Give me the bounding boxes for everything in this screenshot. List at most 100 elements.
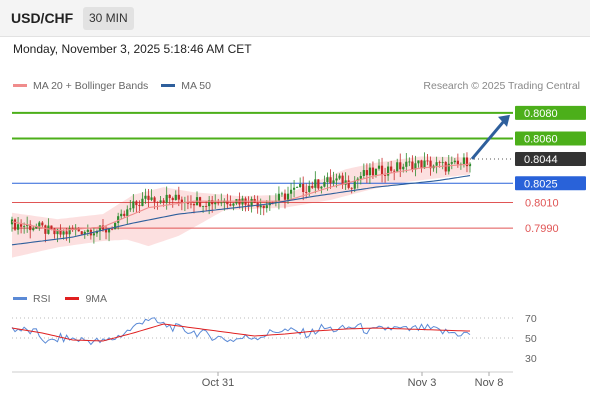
candle-body [286, 193, 290, 200]
candle-body [13, 219, 17, 230]
candle-body [16, 224, 20, 230]
candle-body [217, 202, 220, 204]
rsi-tick-50: 50 [525, 333, 537, 345]
candle-body [38, 222, 41, 227]
candle-body [250, 198, 253, 207]
candle-body [44, 225, 47, 234]
candle-body [396, 162, 399, 172]
candle-body [53, 228, 56, 235]
candle-body [341, 175, 344, 185]
candle-body [450, 162, 453, 164]
candle-body [232, 203, 235, 206]
candle-body [417, 160, 420, 164]
legend-label-ma50: MA 50 [181, 80, 211, 92]
candle-body [280, 193, 284, 195]
candle-body [208, 200, 211, 207]
candle-body [101, 225, 105, 230]
level-label-0.8025: 0.8025 [524, 178, 558, 190]
candle-body [329, 177, 332, 184]
candle-body [201, 205, 205, 207]
candle-body [177, 194, 180, 200]
candle-body [165, 194, 168, 203]
level-label-0.8080: 0.8080 [524, 108, 558, 120]
candle-body [347, 180, 350, 188]
candle-body [159, 200, 162, 203]
candle-body [362, 170, 365, 176]
candle-body [377, 165, 381, 169]
candle-body [126, 209, 129, 216]
candle-body [147, 195, 150, 200]
candle-body [129, 208, 132, 210]
candle-body [465, 157, 469, 167]
candle-body [144, 195, 147, 199]
legend-swatch-ma20 [13, 83, 27, 87]
candle-body [265, 205, 268, 209]
candle-body [332, 180, 335, 184]
candle-body [277, 193, 281, 201]
candle-body [383, 175, 387, 176]
level-tag-0.8080 [515, 105, 586, 120]
legend-label-ma20: MA 20 + Bollinger Bands [33, 80, 149, 92]
candle-body [305, 191, 308, 193]
candle-body [350, 187, 353, 189]
candle-body [26, 224, 29, 227]
candle-body [114, 222, 117, 230]
candle-body [86, 229, 89, 232]
candle-body [429, 160, 432, 169]
candle-body [441, 161, 444, 163]
price-legend: MA 20 + Bollinger Bands MA 50 [13, 80, 221, 92]
candle-body [405, 161, 408, 167]
legend-swatch-9ma [65, 296, 80, 300]
rsi-tick-30: 30 [525, 353, 537, 365]
datetime-label: Monday, November 3, 2025 5:18:46 AM CET [13, 42, 252, 56]
candle-body [205, 205, 208, 207]
price-chart: 0.8080 0.8060 0.8044 0.8025 0.8010 0.7990 [10, 105, 586, 258]
candle-body [138, 205, 141, 207]
level-tag-0.8044 [515, 151, 586, 166]
candle-body [29, 224, 32, 231]
candle-body [438, 162, 441, 163]
legend-swatch-ma50 [161, 83, 176, 87]
level-tag-0.8025 [515, 176, 586, 191]
candle-body [162, 200, 165, 203]
candle-body [23, 226, 26, 227]
candle-body [314, 179, 317, 188]
candle-body [110, 228, 114, 230]
candle-body [229, 204, 232, 206]
candle-body [311, 185, 314, 188]
candle-body [335, 178, 338, 181]
x-tick-label-2: Nov 8 [475, 377, 504, 389]
candle-body [56, 229, 59, 235]
candle-body [453, 160, 456, 163]
candle-body [323, 182, 326, 187]
candle-body [326, 177, 329, 183]
timeframe-button[interactable]: 30 MIN [83, 7, 134, 30]
forecast-arrow-shaft [470, 118, 507, 160]
ma20-line [11, 163, 471, 232]
candle-body [247, 204, 250, 207]
candle-body [117, 216, 120, 223]
candle-body [262, 205, 265, 209]
candle-body [387, 166, 390, 176]
legend-item-ma50: MA 50 [161, 80, 211, 92]
candle-body [50, 225, 53, 229]
candle-body [174, 194, 177, 200]
candle-body [132, 201, 135, 209]
candle-body [414, 163, 417, 170]
rsi-ma9-line [11, 323, 470, 342]
candle-body [299, 183, 302, 188]
candle-body [302, 183, 305, 192]
candle-body [435, 162, 438, 166]
candle-body [83, 231, 86, 235]
candle-body [141, 198, 144, 207]
legend-item-ma20-bb: MA 20 + Bollinger Bands [13, 80, 151, 92]
candle-body [65, 231, 68, 235]
candle-body [107, 228, 111, 233]
level-label-0.7990: 0.7990 [525, 223, 559, 235]
currency-pair-title: USD/CHF [11, 10, 74, 26]
level-label-0.8060: 0.8060 [524, 133, 558, 145]
candle-body [171, 198, 174, 200]
candle-body [390, 166, 393, 171]
